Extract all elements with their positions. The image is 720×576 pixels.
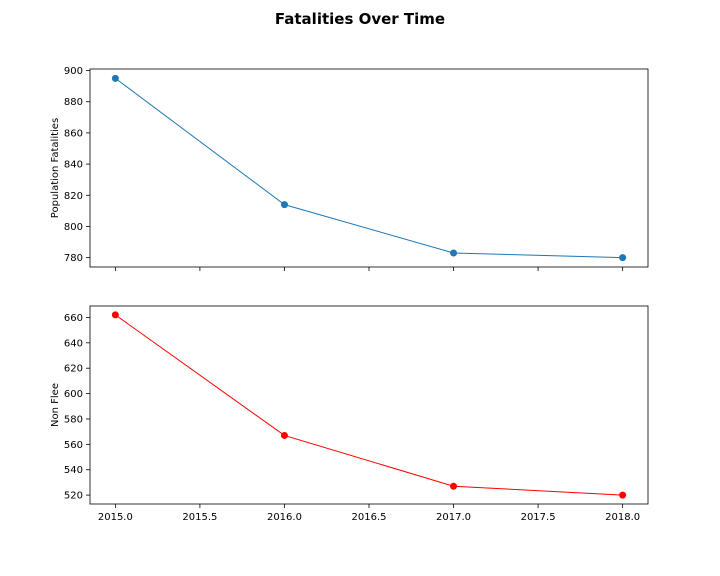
- data-point: [450, 482, 458, 490]
- data-point: [450, 249, 458, 257]
- figure-title: Fatalities Over Time: [275, 10, 445, 28]
- x-tick-label: 2016.5: [352, 512, 387, 523]
- bottom-subplot: 520 540 560 580 600 620 640 660 2015.0 2015.5 2016…: [50, 305, 649, 523]
- y-tick-label: 620: [64, 364, 83, 375]
- y-tick-label: 800: [64, 222, 83, 233]
- y-axis-label: Population Fatalities: [50, 118, 61, 218]
- series-line: [115, 77, 623, 259]
- y-tick-label: 820: [64, 191, 83, 202]
- y-tick-label: 640: [64, 338, 83, 349]
- data-point: [619, 491, 627, 499]
- y-tick-label: 660: [64, 313, 83, 324]
- y-tick-label: 860: [64, 128, 83, 139]
- x-tick-label: 2017.5: [521, 512, 556, 523]
- y-tick-label: 580: [64, 414, 83, 425]
- x-tick-label: 2015.5: [182, 512, 217, 523]
- y-axis-label: Non Flee: [50, 383, 61, 427]
- axes-frame: [89, 305, 649, 505]
- data-point: [280, 201, 288, 209]
- x-tick-label: 2017.0: [436, 512, 471, 523]
- data-point: [280, 431, 288, 439]
- x-tick-label: 2016.0: [267, 512, 302, 523]
- y-tick-label: 880: [64, 97, 83, 108]
- data-point: [111, 74, 119, 82]
- top-subplot: 780 800 820 840 860 880 900 Population Fataliti…: [50, 66, 649, 271]
- y-tick-label: 900: [64, 66, 83, 77]
- x-tick-label: 2015.0: [98, 512, 133, 523]
- y-tick-label: 780: [64, 253, 83, 264]
- y-tick-label: 840: [64, 160, 83, 171]
- y-tick-label: 540: [64, 465, 83, 476]
- x-tick-label: 2018.0: [605, 512, 640, 523]
- data-point: [619, 254, 627, 262]
- series-line: [115, 314, 623, 496]
- y-tick-label: 520: [64, 491, 83, 502]
- axes-frame: [89, 68, 649, 268]
- y-tick-label: 560: [64, 440, 83, 451]
- y-tick-label: 600: [64, 389, 83, 400]
- data-point: [111, 311, 119, 319]
